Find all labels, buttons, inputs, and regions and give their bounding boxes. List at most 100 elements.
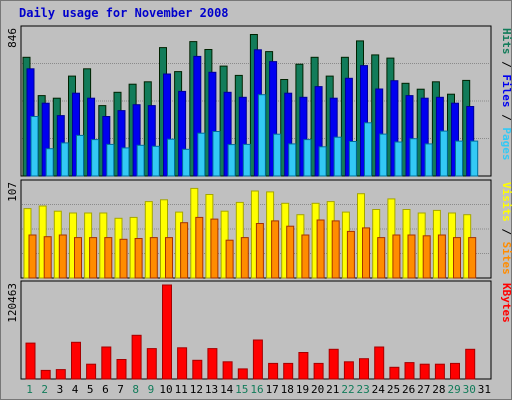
kbytes-bar-day-12 [192, 359, 203, 380]
kbytes-bar-day-11 [177, 347, 188, 380]
pages-bar-day-23 [364, 122, 372, 177]
kbytes-bar-day-30 [465, 348, 476, 380]
kbytes-bar-day-21 [328, 348, 339, 380]
sites-bar-day-29 [453, 237, 461, 279]
day-label-14: 14 [220, 383, 234, 396]
kbytes-bar-day-15 [237, 368, 248, 380]
pages-bar-day-30 [470, 140, 479, 177]
panel-3-series-label: KBytes [500, 283, 512, 323]
sites-bar-day-4 [74, 237, 82, 279]
day-label-31: 31 [478, 383, 491, 396]
pages-bar-day-24 [379, 133, 388, 177]
day-label-18: 18 [281, 383, 294, 396]
kbytes-bar-day-18 [283, 362, 294, 380]
kbytes-bar-day-20 [313, 362, 324, 380]
kbytes-bar-day-2 [40, 369, 51, 380]
day-label-3: 3 [57, 383, 64, 396]
day-label-12: 12 [190, 383, 203, 396]
kbytes-bar-day-7 [116, 359, 127, 380]
day-label-24: 24 [372, 383, 386, 396]
label-separator: / [500, 55, 512, 75]
sites-bar-day-23 [362, 227, 370, 279]
pages-bar-day-15 [242, 143, 251, 177]
pages-bar-day-3 [60, 142, 69, 177]
day-label-26: 26 [402, 383, 415, 396]
sites-bar-day-13 [210, 218, 219, 279]
kbytes-bar-day-22 [343, 361, 354, 380]
day-label-8: 8 [132, 383, 139, 396]
day-label-20: 20 [311, 383, 324, 396]
kbytes-bar-day-19 [298, 352, 309, 380]
sites-bar-day-10 [165, 237, 173, 279]
kbytes-bar-day-26 [404, 362, 415, 380]
day-label-9: 9 [148, 383, 155, 396]
panel-3-ymax-label: 120463 [6, 283, 19, 323]
kbytes-bar-day-3 [55, 369, 66, 380]
pages-bar-day-8 [136, 144, 145, 177]
sites-bar-day-2 [43, 236, 52, 279]
kbytes-bar-day-1 [25, 342, 36, 380]
pages-bar-day-25 [394, 141, 403, 177]
pages-bar-day-19 [303, 139, 312, 177]
kbytes-bar-day-4 [71, 341, 81, 380]
kbytes-bar-day-16 [252, 339, 263, 380]
pages-bar-day-10 [167, 138, 175, 177]
sites-bar-day-25 [392, 234, 401, 279]
day-label-25: 25 [387, 383, 400, 396]
pages-bar-day-6 [106, 143, 115, 177]
label-separator: / [500, 108, 512, 128]
sites-bar-day-9 [149, 237, 158, 279]
pages-bar-day-27 [424, 143, 433, 177]
pages-bar-day-7 [121, 147, 130, 177]
pages-bar-day-28 [439, 130, 448, 177]
sites-bar-day-22 [346, 230, 355, 279]
pages-bar-day-17 [273, 133, 282, 177]
day-label-2: 2 [41, 383, 48, 396]
day-label-5: 5 [87, 383, 94, 396]
sites-bar-day-8 [134, 238, 143, 279]
sites-bar-day-3 [58, 234, 67, 279]
pages-bar-day-26 [409, 138, 418, 177]
sites-bar-day-30 [468, 237, 477, 279]
label-sites: Sites [500, 242, 512, 275]
kbytes-bar-day-25 [389, 366, 400, 380]
day-label-30: 30 [463, 383, 476, 396]
kbytes-bar-day-6 [101, 346, 112, 380]
pages-bar-day-21 [333, 136, 342, 177]
pages-bar-day-11 [182, 148, 191, 177]
kbytes-bar-day-10 [162, 284, 172, 380]
pages-bar-day-12 [197, 132, 206, 177]
sites-bar-day-14 [225, 239, 234, 279]
day-label-6: 6 [102, 383, 109, 396]
kbytes-bar-day-14 [222, 361, 233, 380]
chart-title: Daily usage for November 2008 [19, 6, 229, 20]
sites-bar-day-7 [119, 238, 128, 279]
kbytes-bar-day-9 [146, 348, 157, 380]
kbytes-bar-day-28 [434, 363, 445, 380]
label-kbytes: KBytes [500, 283, 512, 323]
sites-bar-day-19 [301, 234, 310, 279]
day-label-16: 16 [250, 383, 263, 396]
kbytes-bar-day-8 [131, 334, 142, 380]
day-label-23: 23 [356, 383, 369, 396]
pages-bar-day-14 [227, 144, 236, 177]
pages-bar-day-1 [30, 116, 39, 177]
pages-bar-day-4 [76, 134, 84, 177]
day-label-13: 13 [205, 383, 218, 396]
pages-bar-day-16 [257, 94, 266, 177]
sites-bar-day-1 [28, 234, 37, 279]
day-label-1: 1 [26, 383, 33, 396]
label-visits: Visits [500, 182, 512, 222]
day-label-28: 28 [432, 383, 445, 396]
sites-bar-day-28 [437, 234, 446, 279]
label-pages: Pages [500, 127, 512, 160]
pages-bar-day-2 [45, 148, 54, 177]
label-hits: Hits [500, 28, 512, 55]
panel-2-ymax-label: 107 [6, 182, 19, 202]
day-label-27: 27 [417, 383, 430, 396]
sites-bar-day-27 [422, 235, 431, 279]
day-label-10: 10 [159, 383, 172, 396]
kbytes-bar-day-5 [86, 363, 97, 380]
day-label-15: 15 [235, 383, 248, 396]
